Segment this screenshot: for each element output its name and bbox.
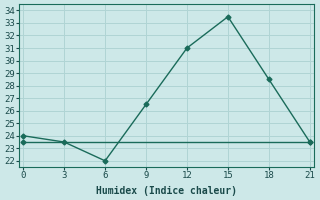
- X-axis label: Humidex (Indice chaleur): Humidex (Indice chaleur): [96, 186, 237, 196]
